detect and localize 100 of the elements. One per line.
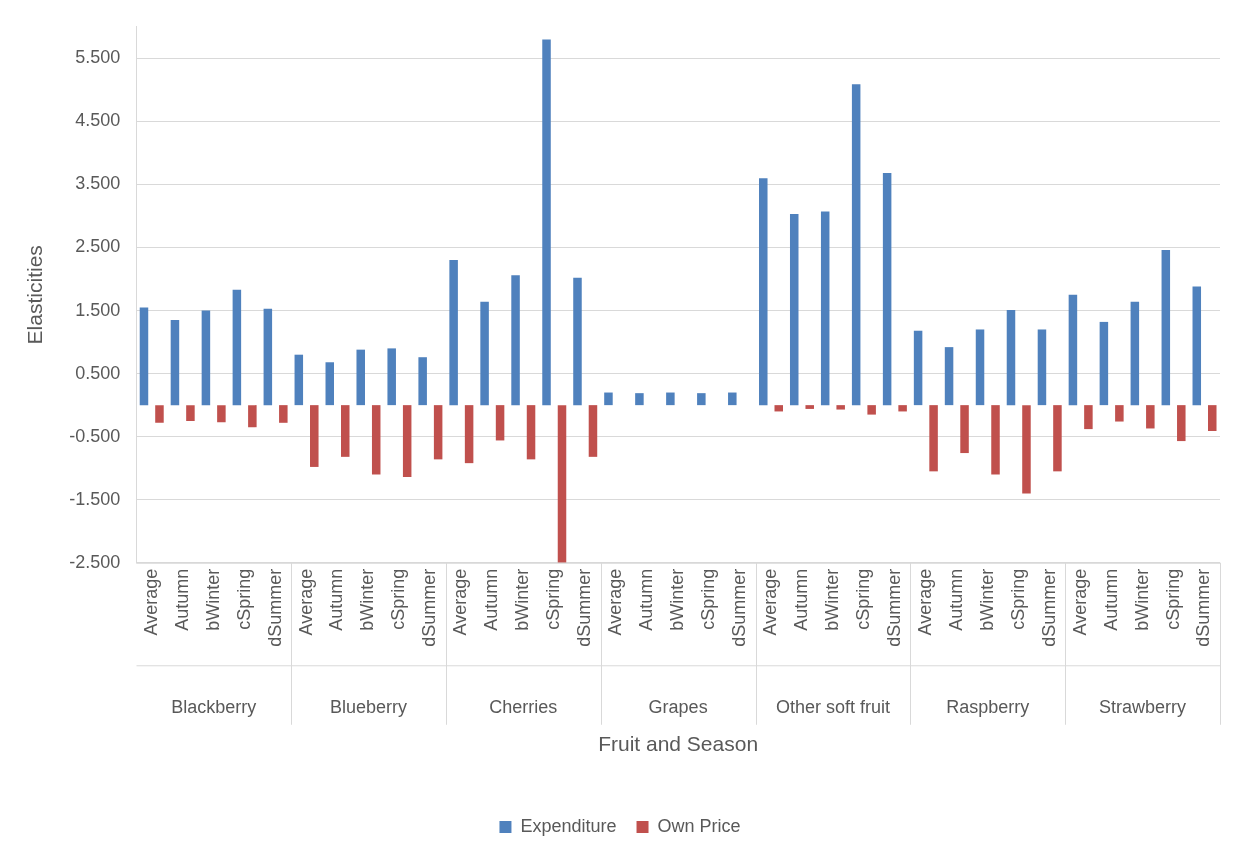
bar <box>495 405 505 441</box>
x-tick-label: dSummer <box>574 568 595 647</box>
y-tick-label: 5.500 <box>75 47 121 68</box>
bar <box>1068 294 1078 406</box>
x-tick-label: cSpring <box>233 568 254 630</box>
bar <box>433 405 443 460</box>
bar <box>1192 286 1202 406</box>
bar <box>573 277 582 406</box>
bar <box>449 260 458 406</box>
bar <box>511 275 520 406</box>
bar <box>805 405 814 409</box>
y-tick-label: -1.500 <box>69 488 121 509</box>
x-tick-label: Average <box>450 568 471 636</box>
bar <box>604 392 613 406</box>
bar <box>279 405 288 423</box>
bar <box>1161 250 1171 406</box>
bar <box>248 405 257 428</box>
x-tick-label: Autumn <box>636 568 657 631</box>
x-tick-label: bWinter <box>821 568 842 631</box>
x-tick-label: Autumn <box>171 568 192 631</box>
bar <box>464 405 474 464</box>
x-tick-label: cSpring <box>1162 568 1183 630</box>
bar <box>836 405 845 410</box>
bar <box>263 308 273 406</box>
x-tick-label: Average <box>605 568 626 636</box>
x-tick-label: Average <box>140 568 161 636</box>
bar <box>867 405 876 415</box>
text: Grapes <box>648 696 708 717</box>
bar <box>1177 405 1186 442</box>
bar <box>789 214 799 406</box>
bar <box>820 211 830 406</box>
x-tick-label: cSpring <box>698 568 719 630</box>
bar <box>1006 309 1016 406</box>
bar <box>356 349 365 406</box>
x-tick-label: Average <box>1069 568 1090 636</box>
y-tick-label: -2.500 <box>69 551 121 572</box>
x-tick-label: dSummer <box>264 568 285 647</box>
bar <box>1115 405 1124 422</box>
x-tick-label: Autumn <box>326 568 347 631</box>
bar <box>186 405 195 421</box>
x-tick-label: dSummer <box>729 568 750 647</box>
x-tick-label: Autumn <box>1100 568 1121 631</box>
x-tick-label: bWinter <box>357 568 378 631</box>
x-tick-label: bWinter <box>202 568 223 631</box>
bar <box>774 405 784 412</box>
x-tick-label: Autumn <box>790 568 811 631</box>
bar <box>1099 321 1109 406</box>
y-tick-label: 0.500 <box>75 362 121 383</box>
bar <box>1022 405 1031 494</box>
bar <box>325 362 335 406</box>
bar <box>232 289 242 406</box>
y-tick-label: 1.500 <box>75 299 121 320</box>
bar <box>310 405 319 467</box>
bar <box>1037 329 1047 406</box>
bar <box>1084 405 1093 430</box>
bar <box>526 405 536 460</box>
text: Other soft fruit <box>775 696 890 717</box>
x-tick-label: bWinter <box>512 568 533 631</box>
bar <box>402 405 412 478</box>
bar <box>201 310 211 406</box>
bar <box>155 405 164 423</box>
bar <box>588 405 598 457</box>
legend-label: Expenditure <box>520 815 617 836</box>
x-axis-title: Fruit and Season <box>598 732 759 756</box>
text: Blackberry <box>171 696 257 717</box>
x-tick-label: Average <box>295 568 316 636</box>
x-tick-label: cSpring <box>543 568 564 630</box>
bar <box>542 39 551 406</box>
x-tick-label: bWinter <box>976 568 997 631</box>
x-tick-label: bWinter <box>1131 568 1152 631</box>
text: Raspberry <box>946 696 1030 717</box>
legend-label: Own Price <box>657 815 741 836</box>
x-tick-label: bWinter <box>667 568 688 631</box>
bar <box>975 329 985 406</box>
bar <box>759 178 768 406</box>
x-tick-label: dSummer <box>1193 568 1214 647</box>
bar <box>666 392 675 406</box>
bar <box>1053 405 1062 472</box>
text: Blueberry <box>329 696 407 717</box>
x-tick-label: cSpring <box>388 568 409 630</box>
bar <box>851 84 861 406</box>
bar <box>728 392 737 406</box>
bar <box>557 405 567 563</box>
bar <box>217 405 226 423</box>
y-tick-label: 2.500 <box>75 236 121 257</box>
bar <box>418 357 427 406</box>
bar <box>991 405 1000 475</box>
y-tick-label: 4.500 <box>75 110 121 131</box>
text: Cherries <box>489 696 558 717</box>
bar <box>635 393 644 406</box>
bar <box>944 347 954 406</box>
bar <box>387 348 396 406</box>
x-tick-label: cSpring <box>1007 568 1028 630</box>
bar <box>1208 405 1217 431</box>
y-axis-title: Elasticities <box>23 245 47 345</box>
bar <box>294 354 304 406</box>
x-tick-label: Autumn <box>945 568 966 631</box>
bar <box>882 173 892 406</box>
bar <box>1146 405 1155 429</box>
x-tick-label: cSpring <box>852 568 873 630</box>
